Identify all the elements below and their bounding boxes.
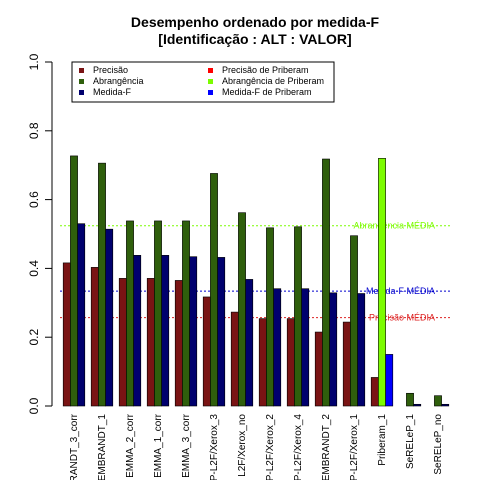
bar-medida-f-12 [413,403,422,407]
bar-abrang-ncia-10 [350,235,358,407]
bar-precis-o-1 [90,267,99,407]
bar-abrang-ncia-1 [98,162,106,407]
category-label: Priberam_1 [377,414,388,466]
legend-label: Precisão [93,65,128,75]
bar-precis-o-6 [230,311,239,407]
category-label: RANDT_3_corr [69,413,80,480]
legend-label: Medida-F [93,87,132,97]
bar-abrang-ncia-7 [266,227,274,407]
bar-abrang-ncia-9 [322,158,330,407]
reference-lines: Abrangência MÉDIA Medida-F MÉDIA Precisão … [60,221,452,323]
bar-medida-f-4 [189,256,198,407]
bar-precis-o-5 [202,296,211,407]
bar-abrang-ncia-13 [434,395,442,407]
legend-label: Abrangência [93,76,144,86]
bar-precis-o-10 [342,321,351,407]
legend-swatch [79,90,84,95]
bar-medida-f-7 [273,288,282,407]
chart-title: Desempenho ordenado por medida-F [131,14,380,30]
bar-medida-f-de-priberam-11 [385,354,394,407]
bar-abrang-ncia-de-priberam-11 [378,158,386,407]
bar-precis-o-7 [258,318,267,407]
y-tick-label: 0.6 [27,191,41,208]
bar-medida-f-9 [329,292,338,407]
category-label: P-L2F/Xerox_2 [265,414,276,480]
y-tick-label: 0.0 [27,397,41,414]
bar-medida-f-0 [77,223,86,407]
bar-medida-f-1 [105,228,114,407]
category-label: EMMA_3_corr [181,413,192,478]
y-tick-label: 0.8 [27,122,41,139]
bar-precis-o-0 [62,262,71,407]
bar-medida-f-2 [133,255,142,407]
bar-medida-f-8 [301,288,310,407]
bar-precis-o-2 [118,278,127,407]
bar-medida-f-5 [217,257,226,407]
legend-swatch [208,79,213,84]
bar-abrang-ncia-0 [70,155,78,407]
bar-precis-o-4 [174,280,183,407]
bar-abrang-ncia-2 [126,220,134,407]
bar-precis-o-8 [286,318,295,407]
legend-swatch [79,68,84,73]
bar-medida-f-6 [245,279,254,407]
chart-subtitle: [Identificação : ALT : VALOR] [158,31,351,47]
bar-medida-f-13 [441,403,450,407]
category-label: EMBRANDT_1 [97,414,108,480]
category-label: SeRELeP_no [433,414,444,475]
category-labels: RANDT_3_corr EMBRANDT_1 EMMA_2_corr EMMA_1_… [69,413,444,480]
legend-label: Abrangência de Priberam [222,76,324,86]
legend-swatch [208,90,213,95]
legend-swatch [79,79,84,84]
legend-label: Medida-F de Priberam [222,87,312,97]
bars [62,155,450,407]
category-label: EMBRANDT_2 [321,414,332,480]
bar-precis-o-11 [370,377,379,407]
bar-medida-f-10 [357,293,366,407]
reference-line-label: Medida-F MÉDIA [366,286,435,296]
bar-abrang-ncia-4 [182,220,190,407]
y-tick-label: 0.2 [27,329,41,346]
legend-box [71,61,335,103]
y-tick-label: 0.4 [27,260,41,277]
bar-medida-f-3 [161,255,170,407]
bar-abrang-ncia-6 [238,212,246,407]
category-label: EMMA_2_corr [125,413,136,478]
category-label: P-L2F/Xerox_4 [293,414,304,480]
legend-swatch [208,68,213,73]
bar-abrang-ncia-5 [210,173,218,407]
bar-abrang-ncia-12 [406,392,414,407]
bar-precis-o-3 [146,278,155,407]
reference-line-label: Abrangência MÉDIA [353,221,435,231]
category-label: SeRELeP_1 [405,414,416,469]
category-label: P-L2F/Xerox_3 [209,414,220,480]
category-label: P-L2F/Xerox_1 [349,414,360,480]
legend-label: Precisão de Priberam [222,65,309,75]
category-label: L2F/Xerox_no [237,414,248,477]
y-tick-label: 1.0 [27,53,41,70]
bar-abrang-ncia-8 [294,226,302,407]
category-label: EMMA_1_corr [153,413,164,478]
bar-precis-o-9 [314,331,323,407]
reference-line-label: Precisão MÉDIA [369,313,435,323]
y-axis: 0.0 0.2 0.4 0.6 0.8 1.0 [27,53,53,414]
bar-abrang-ncia-3 [154,220,162,407]
